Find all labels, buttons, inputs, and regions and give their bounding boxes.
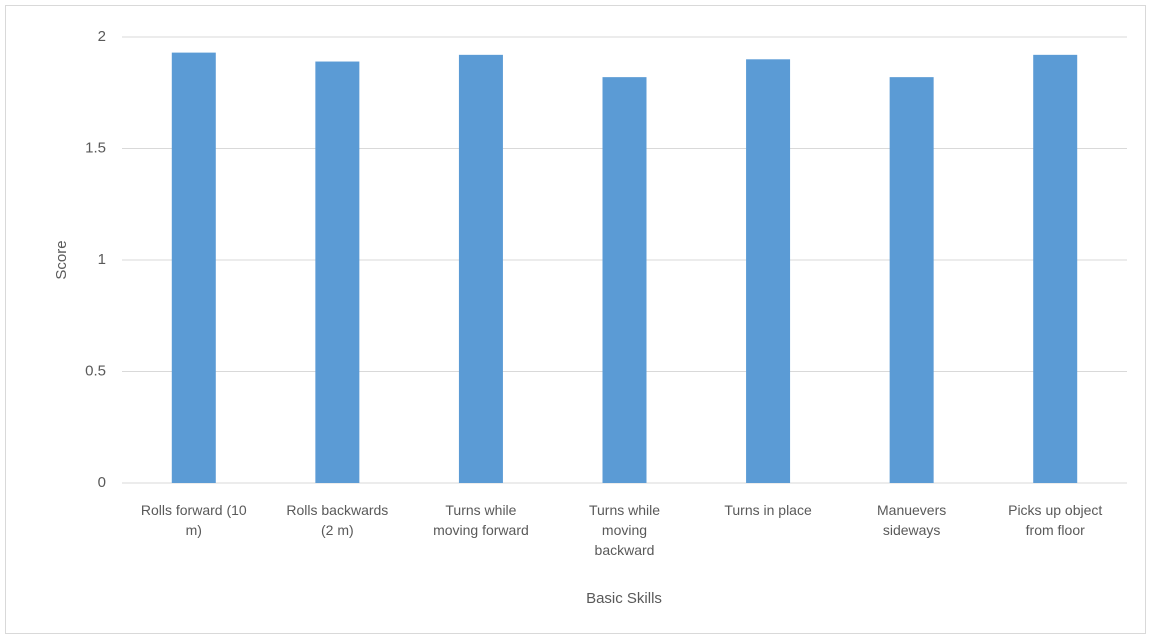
y-axis-title: Score: [53, 240, 70, 279]
bar: [746, 59, 791, 484]
x-tick-label: Turns while moving backward: [588, 502, 661, 558]
x-tick-label: Turns while moving forward: [433, 502, 529, 538]
x-tick-label: Rolls backwards (2 m): [286, 502, 389, 538]
y-tick-label: 2: [98, 28, 106, 45]
bar: [1033, 54, 1078, 484]
bar: [315, 61, 360, 483]
y-tick-label: 1.5: [85, 139, 106, 156]
bar: [458, 54, 503, 484]
x-tick-label: Rolls forward (10 m): [140, 502, 247, 538]
x-tick-label: Manuevers sideways: [877, 502, 947, 538]
bar: [889, 77, 934, 483]
bar: [171, 52, 216, 484]
x-tick-label: Turns in place: [724, 502, 812, 518]
y-tick-label: 0: [98, 474, 106, 491]
y-tick-label: 1: [98, 251, 106, 268]
y-tick-label: 0.5: [85, 362, 106, 379]
bar: [602, 77, 647, 483]
x-axis-title: Basic Skills: [586, 590, 662, 607]
x-tick-label: Picks up object from floor: [1008, 502, 1103, 538]
